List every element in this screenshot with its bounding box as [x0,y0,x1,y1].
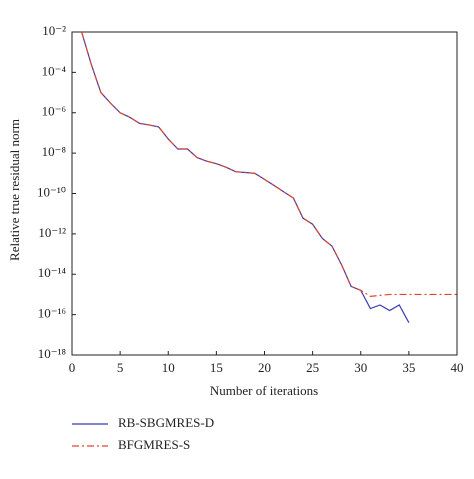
series-line [81,31,410,323]
legend-label: BFGMRES-S [118,437,190,452]
y-tick-label: 10⁻⁶ [42,104,66,119]
x-axis-label: Number of iterations [210,383,318,398]
x-tick-label: 20 [258,360,271,375]
series-line [81,31,457,298]
x-tick-label: 30 [354,360,367,375]
x-tick-label: 10 [162,360,175,375]
x-tick-label: 35 [402,360,415,375]
y-tick-label: 10⁻⁴ [42,63,67,78]
y-tick-label: 10⁻¹⁶ [38,306,66,321]
y-tick-label: 10⁻¹⁴ [38,265,67,280]
legend-label: RB-SBGMRES-D [118,415,214,430]
x-tick-label: 0 [69,360,76,375]
y-tick-label: 10⁻¹⁸ [38,346,67,361]
x-tick-label: 25 [306,360,319,375]
plot-frame [71,31,458,356]
y-tick-label: 10⁻¹⁰ [37,184,66,199]
y-tick-label: 10⁻² [42,23,66,38]
x-tick-label: 15 [210,360,223,375]
y-axis-label: Relative true residual norm [7,119,22,261]
x-tick-label: 40 [451,360,464,375]
x-tick-label: 5 [117,360,124,375]
y-tick-label: 10⁻⁸ [42,144,67,159]
y-tick-label: 10⁻¹² [38,225,66,240]
